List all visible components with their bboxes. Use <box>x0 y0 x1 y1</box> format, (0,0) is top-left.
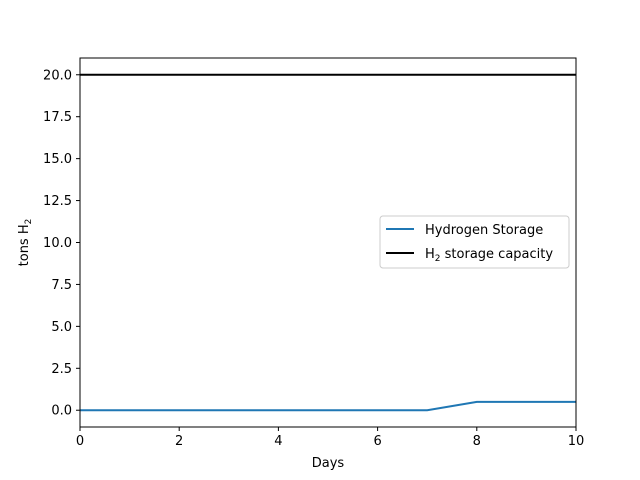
legend-entry-hydrogen-storage: Hydrogen Storage <box>425 223 543 238</box>
y-tick-label: 15.0 <box>43 152 72 167</box>
x-tick-label: 10 <box>568 434 585 449</box>
legend-entry-storage-capacity: H2 storage capacity <box>425 247 553 264</box>
y-tick-label: 7.5 <box>51 278 72 293</box>
y-tick-label: 0.0 <box>51 404 72 419</box>
plot-area <box>80 73 576 412</box>
x-axis: 0 2 4 6 8 10 <box>76 427 584 449</box>
legend-entry-capacity-post: storage capacity <box>441 247 554 262</box>
y-tick-label: 5.0 <box>51 320 72 335</box>
y-axis-label: tons H2 <box>17 219 34 267</box>
y-tick-label: 17.5 <box>43 110 72 125</box>
x-tick-label: 6 <box>373 434 381 449</box>
legend-box <box>379 215 570 269</box>
y-tick-label: 10.0 <box>43 236 72 251</box>
y-axis-label-main: tons H <box>17 224 32 266</box>
x-tick-label: 2 <box>175 434 183 449</box>
x-axis-label: Days <box>312 456 345 471</box>
series-line-hydrogen-storage <box>80 400 576 412</box>
x-tick-label: 0 <box>76 434 84 449</box>
legend: Hydrogen Storage H2 storage capacity <box>379 215 570 269</box>
y-axis-label-subscript: 2 <box>24 219 34 225</box>
y-axis: 0.0 2.5 5.0 7.5 10.0 12.5 15.0 17.5 20.0 <box>43 68 80 419</box>
x-tick-label: 4 <box>274 434 282 449</box>
legend-entry-capacity-pre: H <box>425 247 435 262</box>
y-tick-label: 12.5 <box>43 194 72 209</box>
y-tick-label: 2.5 <box>51 362 72 377</box>
x-tick-label: 8 <box>473 434 481 449</box>
legend-entry-capacity-subscript: 2 <box>435 254 441 264</box>
y-tick-label: 20.0 <box>43 68 72 83</box>
